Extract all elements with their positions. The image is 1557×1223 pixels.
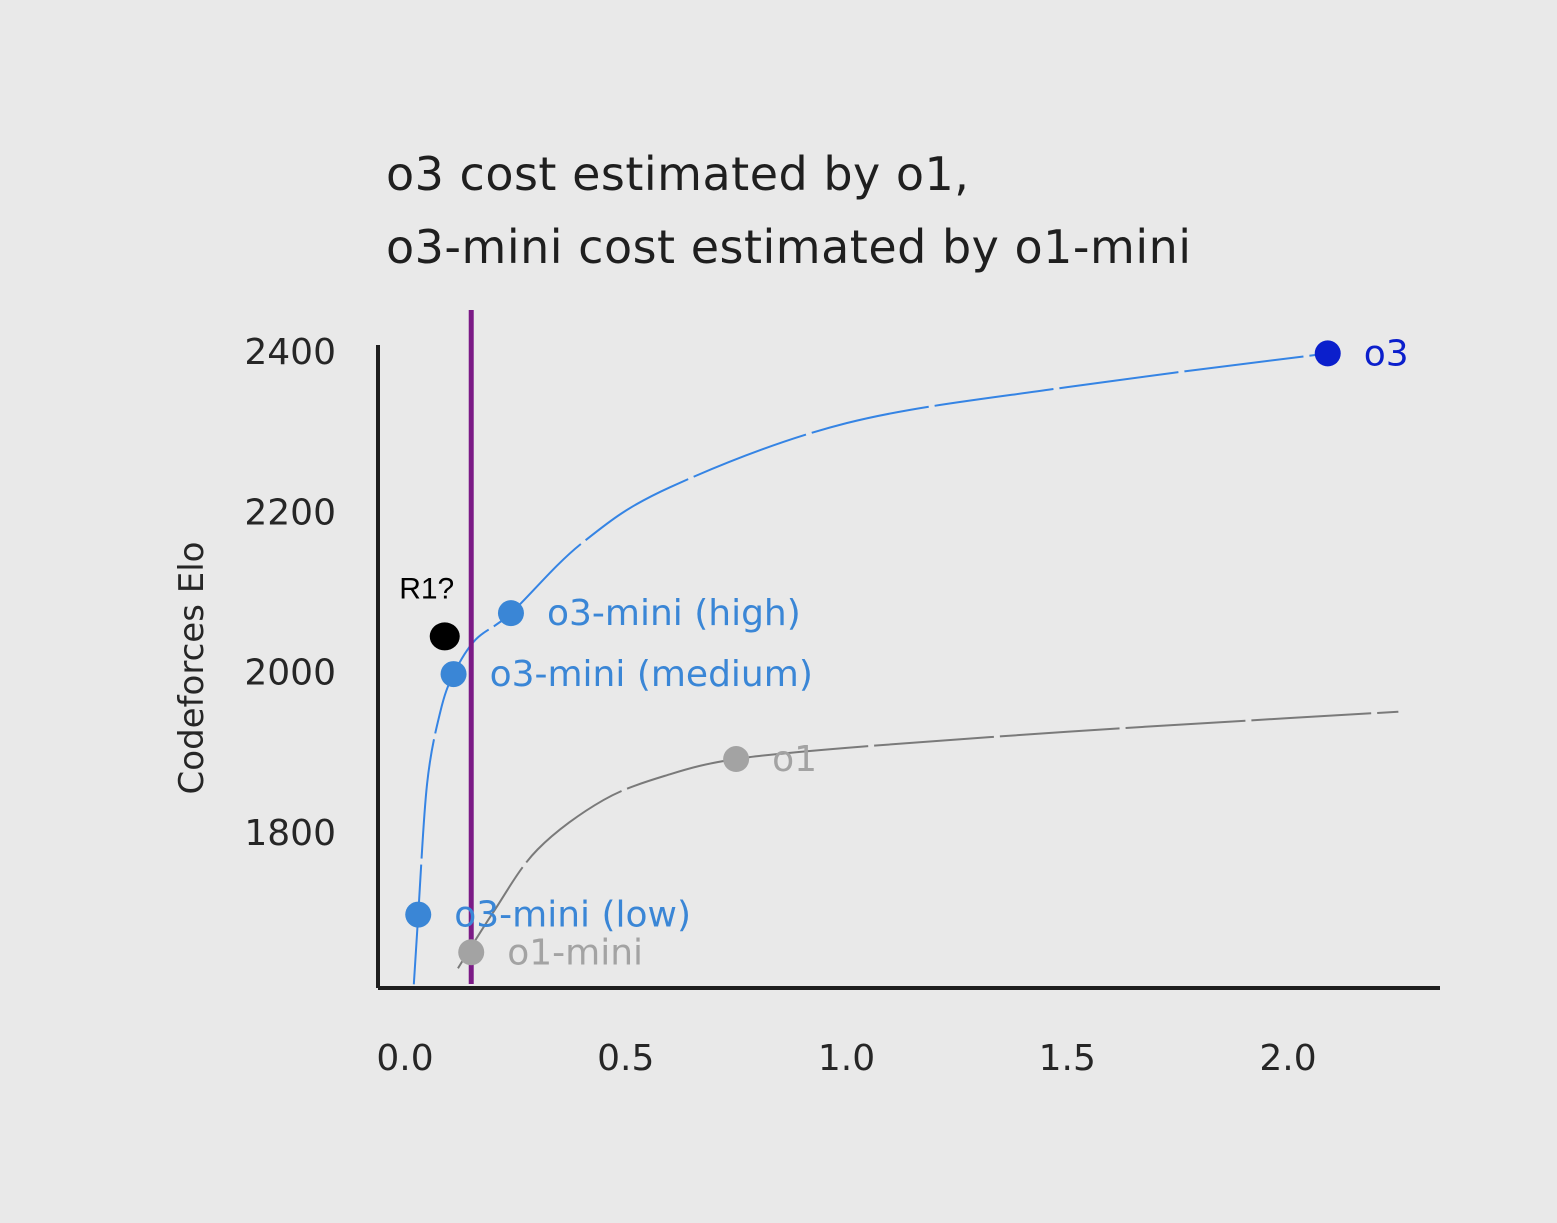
o3-mini-low-point <box>405 901 432 928</box>
y-tick-label: 1800 <box>244 813 336 854</box>
o1-mini-label: o1-mini <box>507 932 643 973</box>
o3-point <box>1314 340 1341 367</box>
o1-label: o1 <box>772 739 817 780</box>
x-tick-label: 0.0 <box>376 1038 433 1079</box>
o3-mini-low-label: o3-mini (low) <box>454 895 691 936</box>
o1-mini-point <box>458 939 485 966</box>
x-tick-label: 1.0 <box>818 1038 875 1079</box>
o3-mini-medium-point <box>440 661 467 688</box>
chart-title: o3 cost estimated by o1, o3-mini cost es… <box>386 138 1192 284</box>
r1-label: R1? <box>399 572 454 605</box>
x-tick-label: 2.0 <box>1259 1038 1316 1079</box>
o3-mini-high-point <box>497 600 524 627</box>
o3-trend-curve <box>412 352 1328 985</box>
o3-mini-high-label: o3-mini (high) <box>547 593 801 634</box>
x-tick-label: 0.5 <box>597 1038 654 1079</box>
o1-point <box>723 746 750 773</box>
y-axis-label: Codeforces Elo <box>172 542 212 795</box>
o1-trend-curve <box>457 710 1399 969</box>
chart-title-line-1: o3 cost estimated by o1, <box>386 147 970 201</box>
chart-title-line-2: o3-mini cost estimated by o1-mini <box>386 220 1192 274</box>
x-tick-labels: 0.0 0.5 1.0 1.5 2.0 <box>376 1038 1316 1079</box>
y-tick-label: 2000 <box>244 653 336 694</box>
y-tick-labels: 1800 2000 2200 2400 <box>244 332 336 854</box>
o3-mini-medium-label: o3-mini (medium) <box>490 654 813 695</box>
y-tick-label: 2400 <box>244 332 336 373</box>
x-tick-label: 1.5 <box>1039 1038 1096 1079</box>
y-tick-label: 2200 <box>244 492 336 533</box>
annotation-points: R1? <box>399 572 460 651</box>
trend-curves <box>412 352 1399 985</box>
o3-label: o3 <box>1364 333 1409 374</box>
data-points: o3-mini (low) o3-mini (medium) o3-mini (hi… <box>405 333 1409 973</box>
r1-point <box>429 622 460 651</box>
